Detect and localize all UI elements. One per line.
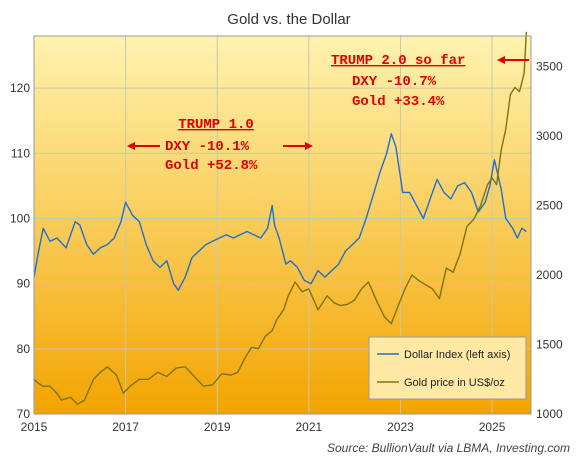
annotation-trump2: TRUMP 2.0 so far DXY -10.7% Gold +33.4% <box>331 53 529 110</box>
plot-border <box>33 35 532 415</box>
annotation-trump2-title: TRUMP 2.0 so far <box>331 53 465 69</box>
legend-label-dollar: Dollar Index (left axis) <box>404 349 510 361</box>
annotation-trump1-title: TRUMP 1.0 <box>178 117 254 133</box>
series-lines <box>33 31 528 405</box>
series-line-gold-price <box>33 31 528 405</box>
x-tick-label: 2015 <box>21 420 48 434</box>
annotation-trump1-gold: Gold +52.8% <box>165 158 258 174</box>
x-tick-label: 2019 <box>204 420 231 434</box>
y-left-tick-label: 120 <box>10 81 30 95</box>
arrow-left-trump1-head <box>127 142 135 150</box>
x-tick-label: 2017 <box>112 420 139 434</box>
y-left-tick-label: 70 <box>17 407 31 421</box>
y-right-tick-label: 3500 <box>536 60 563 74</box>
x-tick-label: 2021 <box>295 420 322 434</box>
y-left-tick-label: 80 <box>17 342 31 356</box>
y-right-tick-label: 2000 <box>536 268 563 282</box>
x-tick-label: 2025 <box>479 420 506 434</box>
y-left-tick-label: 110 <box>11 146 30 160</box>
annotation-trump2-dxy: DXY -10.7% <box>352 74 437 90</box>
y-left-tick-label: 90 <box>17 277 31 291</box>
arrow-right-trump1-head <box>305 142 313 150</box>
y-right-tick-label: 3000 <box>536 129 563 143</box>
source-note: Source: BullionVault via LBMA, Investing… <box>327 441 570 455</box>
y-right-tick-label: 1500 <box>536 338 563 352</box>
gridlines <box>33 36 531 415</box>
annotation-trump2-gold: Gold +33.4% <box>352 94 445 110</box>
annotation-trump1-dxy: DXY -10.1% <box>165 139 250 155</box>
y-right-tick-label: 2500 <box>536 199 563 213</box>
arrow-trump2-head <box>497 56 505 64</box>
legend-label-gold: Gold price in US$/oz <box>404 377 505 389</box>
series-line-dollar-index <box>33 133 527 291</box>
annotation-trump1: TRUMP 1.0 DXY -10.1% Gold +52.8% <box>127 117 313 174</box>
y-right-tick-label: 1000 <box>536 407 563 421</box>
x-tick-label: 2023 <box>387 420 414 434</box>
y-left-tick-label: 100 <box>10 211 30 225</box>
chart-title: Gold vs. the Dollar <box>227 11 350 28</box>
legend-box <box>368 336 527 400</box>
legend: Dollar Index (left axis) Gold price in U… <box>368 336 527 400</box>
axis-ticks: 2015 2017 2019 2021 2023 2025 70 80 90 100 110 120 1… <box>10 60 563 434</box>
